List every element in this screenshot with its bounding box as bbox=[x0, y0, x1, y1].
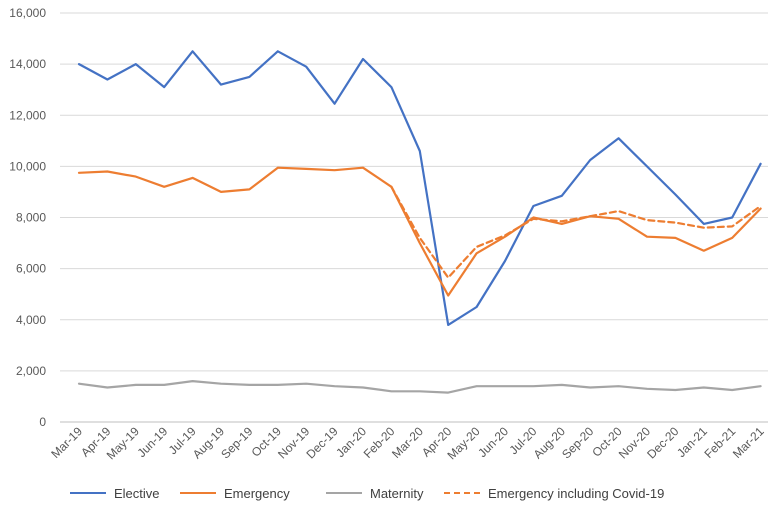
legend-label: Maternity bbox=[370, 485, 424, 501]
x-tick-label: Jun-20 bbox=[475, 424, 511, 460]
y-tick-label: 6,000 bbox=[16, 262, 46, 276]
y-tick-label: 12,000 bbox=[9, 108, 46, 122]
legend-item: Emergency bbox=[180, 481, 290, 505]
x-tick-label: Jun-19 bbox=[134, 424, 170, 460]
legend-swatch bbox=[180, 492, 216, 494]
series-line-elective bbox=[77, 50, 762, 326]
x-tick-label: Dec-20 bbox=[644, 424, 681, 461]
x-tick-label: Sep-20 bbox=[559, 424, 596, 461]
y-tick-label: 2,000 bbox=[16, 364, 46, 378]
chart-legend: Elective Emergency Maternity Emergency incl… bbox=[0, 481, 768, 505]
y-tick-label: 14,000 bbox=[9, 57, 46, 71]
legend-item: Emergency including Covid-19 bbox=[444, 481, 664, 505]
y-tick-label: 8,000 bbox=[16, 211, 46, 225]
legend-label: Emergency including Covid-19 bbox=[488, 485, 665, 501]
x-tick-label: Mar-19 bbox=[48, 424, 85, 461]
y-tick-label: 4,000 bbox=[16, 313, 46, 327]
series-line-emergency-including-covid-19 bbox=[390, 185, 762, 279]
y-tick-label: 0 bbox=[39, 415, 46, 429]
x-tick-label: Mar-21 bbox=[730, 424, 767, 461]
x-tick-label: Sep-19 bbox=[218, 424, 255, 461]
legend-swatch bbox=[326, 492, 362, 494]
legend-swatch bbox=[444, 492, 480, 494]
legend-label: Elective bbox=[114, 485, 160, 501]
y-tick-label: 16,000 bbox=[9, 6, 46, 20]
y-tick-label: 10,000 bbox=[9, 159, 46, 173]
x-tick-label: May-19 bbox=[104, 424, 142, 462]
series-line-emergency bbox=[77, 166, 762, 297]
x-tick-label: May-20 bbox=[445, 424, 483, 462]
legend-item: Maternity bbox=[326, 481, 423, 505]
legend-label: Emergency bbox=[224, 485, 290, 501]
legend-swatch bbox=[70, 492, 106, 494]
series-line-maternity bbox=[77, 380, 762, 394]
x-tick-label: Mar-20 bbox=[389, 424, 426, 461]
legend-item: Elective bbox=[70, 481, 160, 505]
x-tick-label: Dec-19 bbox=[303, 424, 340, 461]
